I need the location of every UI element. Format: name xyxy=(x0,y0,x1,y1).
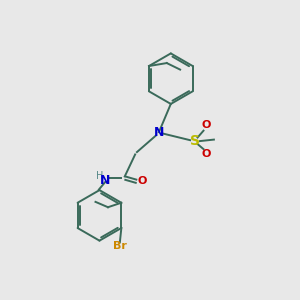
Text: O: O xyxy=(201,120,211,130)
Text: S: S xyxy=(190,134,200,148)
Text: O: O xyxy=(201,149,211,159)
Text: N: N xyxy=(100,174,110,187)
Text: N: N xyxy=(154,126,164,139)
Text: Br: Br xyxy=(113,242,127,251)
Text: O: O xyxy=(137,176,147,186)
Text: H: H xyxy=(96,171,104,181)
